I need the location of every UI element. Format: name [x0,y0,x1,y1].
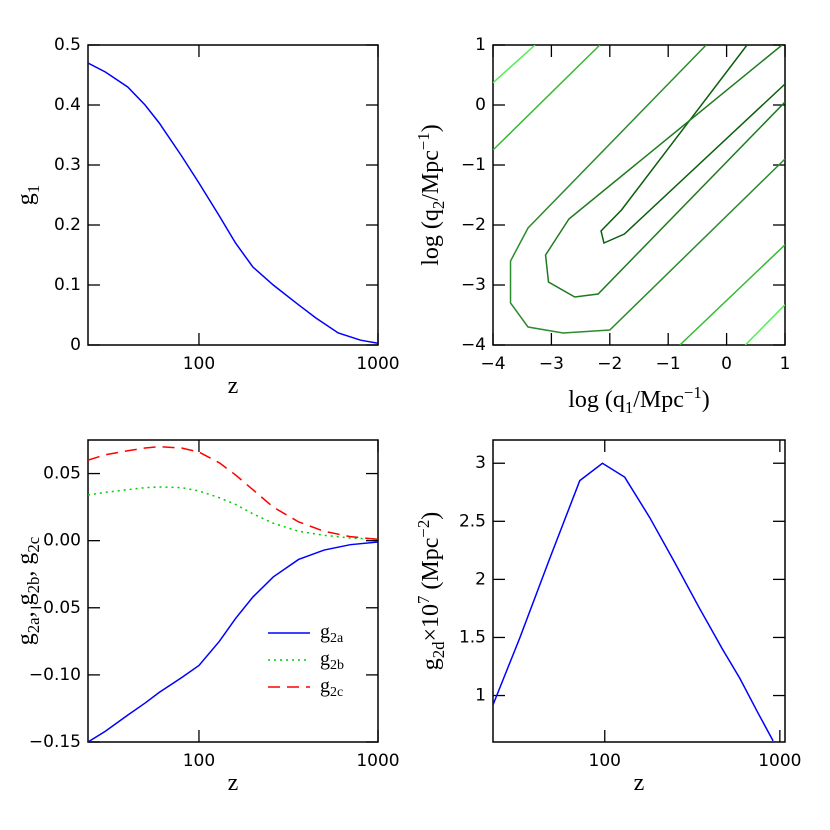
label-part: ) [702,387,710,413]
label-part: 1 [625,398,633,417]
data-line [493,462,774,742]
label-part: 2a [24,617,43,633]
y-tick-label: 0.00 [43,531,81,551]
x-tick-label: 100 [183,751,215,771]
x-tick-label: 1000 [356,751,399,771]
label-part: ) [418,512,444,520]
plot-frame [87,44,379,346]
data-line [88,445,378,541]
label-part: z [228,770,239,796]
label-part: g [13,193,39,205]
x-tick-label: 1 [780,354,791,374]
label-part: log (q [418,209,444,266]
y-tick-label: −1 [461,155,486,175]
y-tick-label: −0.10 [29,665,81,685]
contour-line [679,244,785,345]
x-tick-label: 1000 [758,751,801,771]
y-axis-label: g2d×107 (Mpc−2) [414,512,448,671]
label-part: −2 [414,520,433,538]
y-tick-label: 0.1 [54,275,81,295]
legend-label: g2b [320,648,344,674]
label-part: 2d [429,641,448,658]
y-tick-label: 0.05 [43,464,81,484]
plot-frame [492,44,786,346]
label-part: ) [418,124,444,132]
label-part: (Mpc [418,538,444,596]
label-part: 2b [330,658,344,673]
legend-label: g2c [320,675,343,701]
label-part: 7 [414,596,433,604]
y-tick-label: 1 [475,35,486,55]
y-tick-label: −4 [461,335,486,355]
y-tick-label: −2 [461,215,486,235]
label-part: g [320,675,330,697]
x-axis-label: log (q1/Mpc−1) [568,383,710,417]
y-tick-label: 1 [475,686,486,706]
label-part: 2c [24,537,43,553]
label-part: /Mpc [418,150,444,201]
data-line [88,541,378,742]
x-tick-label: 100 [183,354,215,374]
y-tick-label: 0.3 [54,155,81,175]
contour-line [544,45,785,298]
label-part: , g [13,593,39,617]
x-tick-label: 1000 [356,354,399,374]
x-axis-label: z [228,373,239,399]
y-tick-label: 0.2 [54,215,81,235]
y-tick-label: 1.5 [459,627,486,647]
label-part: 2c [330,685,343,700]
y-tick-label: −0.15 [29,732,81,752]
contour-line [509,45,785,334]
y-tick-label: −3 [461,275,486,295]
label-part: g [418,658,444,670]
y-tick-label: 0.4 [54,95,81,115]
x-tick-label: −4 [480,354,505,374]
x-tick-label: −3 [539,354,564,374]
label-part: z [634,770,645,796]
contour-line [600,45,785,245]
x-axis-label: z [228,770,239,796]
label-part: /Mpc [633,387,684,413]
data-line [88,62,378,344]
label-part: 2b [24,577,43,594]
y-tick-label: 2 [475,569,486,589]
x-tick-label: 100 [589,751,621,771]
label-part: ×10 [418,604,444,642]
label-part: z [228,373,239,399]
data-line [88,486,378,541]
y-tick-label: 0.5 [54,35,81,55]
y-tick-label: 0 [70,335,81,355]
y-tick-label: −0.05 [29,598,81,618]
label-part: 2 [429,201,448,209]
contour-line [493,45,536,84]
y-axis-label: log (q2/Mpc−1) [414,124,448,266]
y-tick-label: 3 [475,453,486,473]
y-axis-label: g1 [13,185,43,205]
x-tick-label: −1 [656,354,681,374]
x-axis-label: z [634,770,645,796]
contour-line [744,304,785,345]
plot-frame [492,439,786,743]
label-part: −1 [684,383,702,402]
contour-line [493,45,601,151]
label-part: , g [13,553,39,577]
label-part: g [13,633,39,645]
x-tick-label: −2 [597,354,622,374]
legend-label: g2a [320,621,344,647]
y-axis-label: g2a, g2b, g2c [13,537,43,645]
x-tick-label: 0 [721,354,732,374]
plot-frame [87,439,379,743]
label-part: −1 [414,132,433,150]
label-part: g [320,648,330,670]
y-tick-label: 2.5 [459,511,486,531]
y-tick-label: 0 [475,95,486,115]
label-part: 2a [330,631,344,646]
label-part: log (q [568,387,625,413]
label-part: 1 [24,185,43,193]
label-part: g [320,621,330,643]
